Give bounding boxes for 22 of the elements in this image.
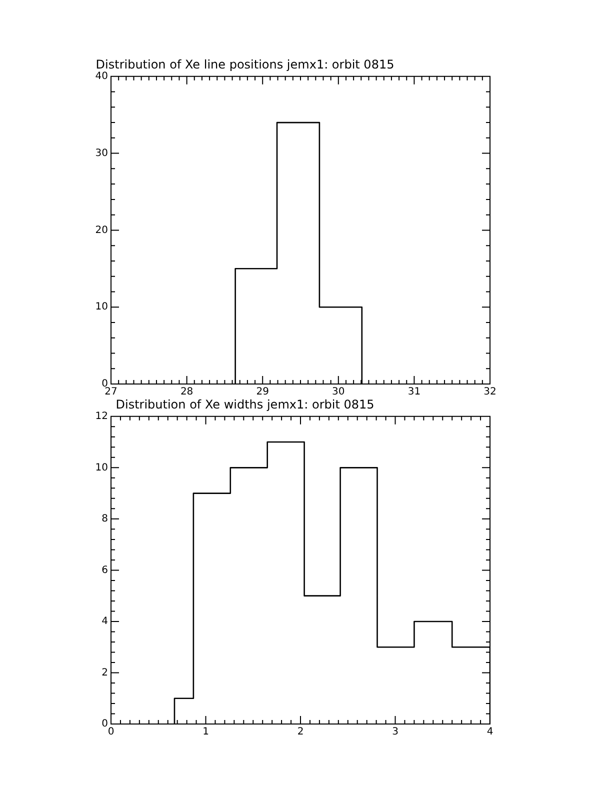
x-tick-label: 30: [332, 386, 345, 398]
x-tick-label: 2: [297, 726, 304, 738]
x-tick-label: 1: [202, 726, 209, 738]
x-tick-label: 4: [486, 726, 494, 738]
y-tick-label: 2: [102, 667, 108, 678]
y-tick-label: 10: [95, 302, 108, 313]
y-tick-label: 12: [95, 410, 108, 422]
y-tick-label: 10: [95, 462, 108, 474]
y-tick-label: 4: [102, 616, 108, 628]
chart-title: Distribution of Xe widths jemx1: orbit 0815: [116, 397, 374, 412]
x-tick-label: 28: [180, 386, 194, 398]
y-tick-label: 20: [95, 224, 108, 236]
x-tick-label: 32: [484, 386, 496, 398]
y-tick-label: 8: [102, 514, 108, 525]
chart-title: Distribution of Xe line positions jemx1: orbit 0815: [96, 57, 394, 72]
x-tick-label: 29: [256, 386, 269, 398]
x-tick-label: 31: [408, 386, 421, 398]
y-tick-label: 40: [95, 70, 108, 82]
y-tick-label: 0: [102, 718, 108, 730]
y-tick-label: 30: [95, 148, 108, 159]
x-tick-label: 3: [392, 726, 398, 738]
y-tick-label: 6: [102, 564, 108, 576]
